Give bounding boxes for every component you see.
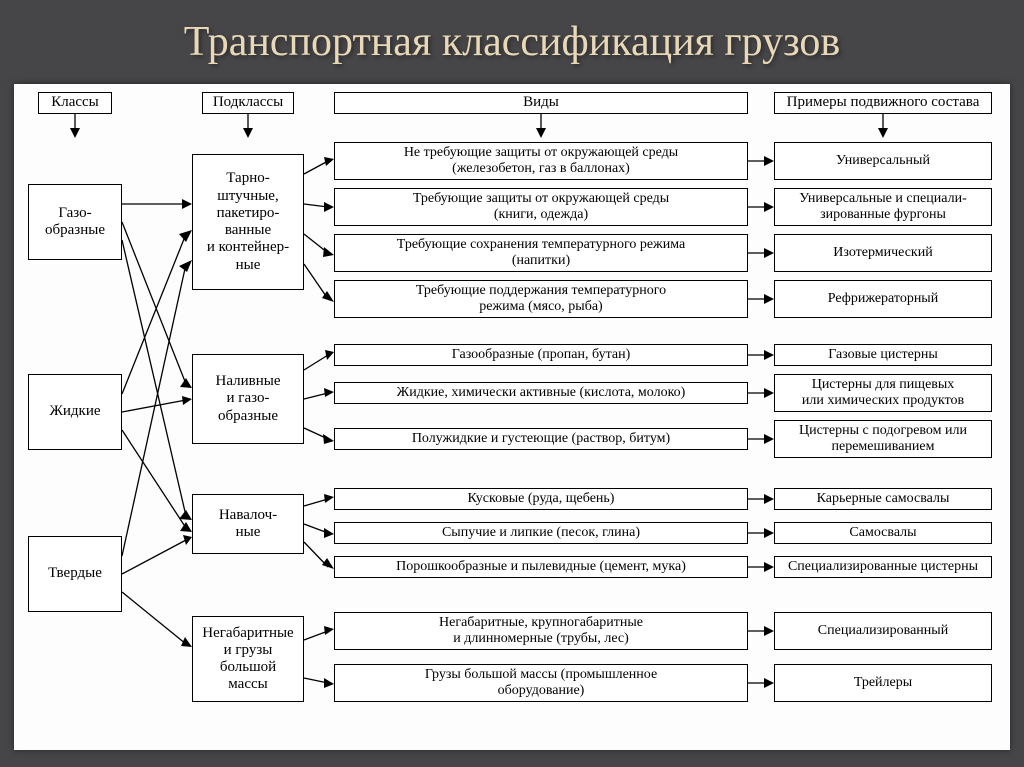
example-1: Универсальный	[774, 142, 992, 180]
subclass-bulk-solid: Навалоч- ные	[192, 494, 304, 554]
subclass-oversize: Негабаритные и грузы большой массы	[192, 616, 304, 702]
header-types: Виды	[334, 92, 748, 114]
example-9: Самосвалы	[774, 522, 992, 544]
example-6: Цистерны для пищевых или химических прод…	[774, 374, 992, 412]
example-11: Специализированный	[774, 612, 992, 650]
example-4: Рефрижераторный	[774, 280, 992, 318]
subclass-bulk-liquid: Наливные и газо- образные	[192, 354, 304, 444]
class-liquid: Жидкие	[28, 374, 122, 450]
class-gas: Газо- образные	[28, 184, 122, 260]
example-2: Универсальные и специали- зированные фур…	[774, 188, 992, 226]
example-3: Изотермический	[774, 234, 992, 272]
example-5: Газовые цистерны	[774, 344, 992, 366]
type-6: Жидкие, химически активные (кислота, мол…	[334, 382, 748, 404]
type-11: Негабаритные, крупногабаритные и длинном…	[334, 612, 748, 650]
type-3: Требующие сохранения температурного режи…	[334, 234, 748, 272]
example-8: Карьерные самосвалы	[774, 488, 992, 510]
type-5: Газообразные (пропан, бутан)	[334, 344, 748, 366]
slide-title: Транспортная классификация грузов	[0, 18, 1024, 66]
type-12: Грузы большой массы (промышленное оборуд…	[334, 664, 748, 702]
type-9: Сыпучие и липкие (песок, глина)	[334, 522, 748, 544]
type-4: Требующие поддержания температурного реж…	[334, 280, 748, 318]
class-solid: Твердые	[28, 536, 122, 612]
connector-lines	[14, 84, 1010, 750]
diagram-sheet: Классы Подклассы Виды Примеры подвижного…	[14, 84, 1010, 750]
type-7: Полужидкие и густеющие (раствор, битум)	[334, 428, 748, 450]
type-8: Кусковые (руда, щебень)	[334, 488, 748, 510]
subclass-piece: Тарно- штучные, пакетиро- ванные и конте…	[192, 154, 304, 290]
example-12: Трейлеры	[774, 664, 992, 702]
example-10: Специализированные цистерны	[774, 556, 992, 578]
example-7: Цистерны с подогревом или перемешиванием	[774, 420, 992, 458]
type-10: Порошкообразные и пылевидные (цемент, му…	[334, 556, 748, 578]
type-1: Не требующие защиты от окружающей среды …	[334, 142, 748, 180]
header-classes: Классы	[38, 92, 112, 114]
type-2: Требующие защиты от окружающей среды (кн…	[334, 188, 748, 226]
header-subclasses: Подклассы	[202, 92, 294, 114]
header-examples: Примеры подвижного состава	[774, 92, 992, 114]
